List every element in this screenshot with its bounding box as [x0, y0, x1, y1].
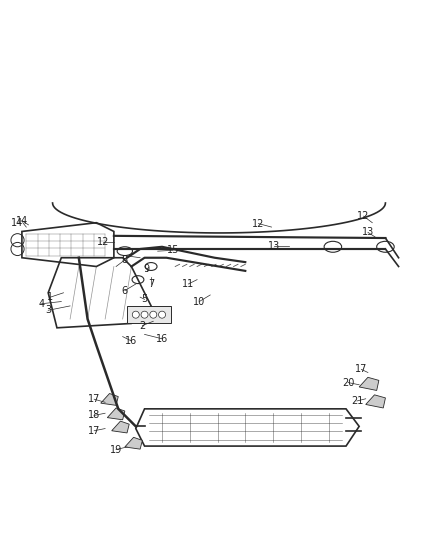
- Polygon shape: [101, 393, 118, 405]
- Text: 1: 1: [47, 292, 53, 302]
- Text: 18: 18: [88, 410, 100, 421]
- Text: 10: 10: [193, 296, 205, 306]
- Polygon shape: [112, 421, 129, 433]
- Text: 6: 6: [122, 286, 128, 296]
- Circle shape: [132, 311, 139, 318]
- Text: 16: 16: [156, 334, 168, 344]
- Text: 12: 12: [357, 211, 370, 221]
- Polygon shape: [125, 437, 142, 449]
- Text: 17: 17: [88, 426, 100, 436]
- Circle shape: [159, 311, 166, 318]
- Circle shape: [141, 311, 148, 318]
- Text: 13: 13: [362, 228, 374, 237]
- Text: 20: 20: [342, 377, 354, 387]
- Text: 11: 11: [182, 279, 194, 289]
- Text: 7: 7: [148, 279, 154, 289]
- Polygon shape: [359, 377, 379, 391]
- Polygon shape: [366, 395, 385, 408]
- Text: 3: 3: [45, 305, 51, 316]
- Text: 17: 17: [355, 365, 367, 374]
- Text: 21: 21: [351, 396, 363, 406]
- Text: 5: 5: [141, 294, 148, 304]
- Circle shape: [150, 311, 157, 318]
- Text: 2: 2: [139, 321, 145, 330]
- Polygon shape: [107, 408, 125, 420]
- Polygon shape: [127, 306, 171, 324]
- Text: 12: 12: [97, 237, 109, 247]
- Text: 12: 12: [252, 219, 265, 229]
- Text: 17: 17: [88, 394, 100, 404]
- Text: 16: 16: [125, 336, 138, 346]
- Text: 19: 19: [110, 445, 122, 455]
- Text: 9: 9: [144, 264, 150, 273]
- Text: 13: 13: [268, 241, 280, 251]
- Text: 8: 8: [122, 255, 128, 265]
- Text: 14: 14: [11, 217, 23, 228]
- Text: 4: 4: [39, 298, 45, 309]
- Text: 14: 14: [16, 215, 28, 225]
- Text: 15: 15: [167, 245, 179, 255]
